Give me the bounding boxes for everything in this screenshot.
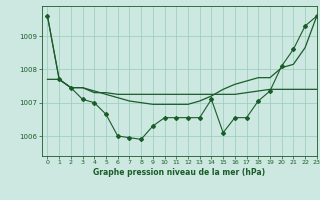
X-axis label: Graphe pression niveau de la mer (hPa): Graphe pression niveau de la mer (hPa) [93, 168, 265, 177]
